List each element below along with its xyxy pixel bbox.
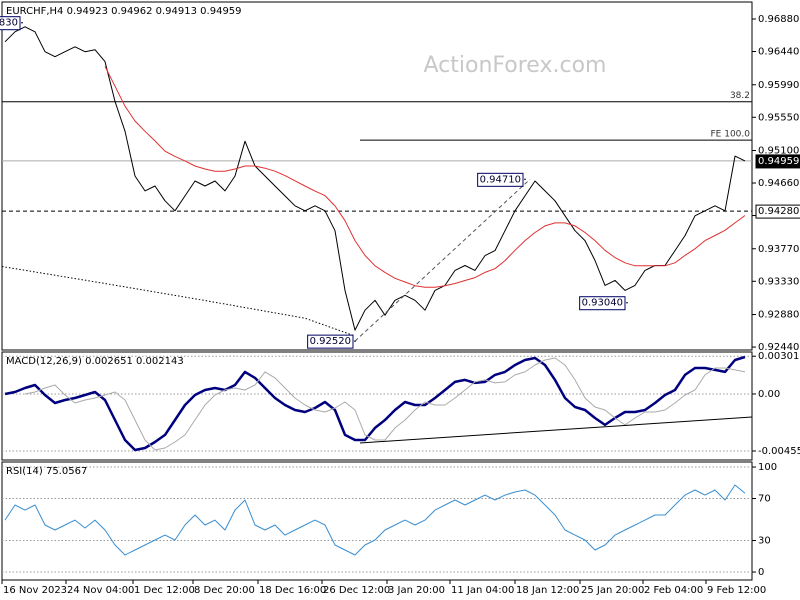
y-tick-label: 0.95550 (758, 112, 799, 123)
annotation-point (626, 301, 628, 304)
series-line (1, 266, 356, 337)
y-tick-label: 0.94660 (758, 178, 799, 189)
x-tick-label: 3 Jan 20:00 (388, 585, 445, 596)
x-tick-label: 16 Nov 2023 (3, 585, 67, 596)
y-tick-label: 30 (758, 536, 771, 547)
y-tick-label: 0.93770 (758, 244, 799, 255)
label-box (307, 334, 354, 349)
annotation-label: 0.92520 (310, 336, 351, 347)
y-tick-label: 0.003013 (758, 351, 800, 362)
y-tick-label: 0.93330 (758, 276, 799, 287)
y-tick-label: -0.00455 (758, 446, 800, 457)
label-box (579, 296, 626, 311)
series-line (24, 357, 746, 451)
annotation-point (21, 21, 23, 24)
pane-frame (1, 351, 753, 461)
pane-title: EURCHF,H4 0.94923 0.94962 0.94913 0.9495… (6, 6, 242, 17)
y-tick-label: 70 (758, 494, 771, 505)
level-label: 0.94280 (758, 206, 799, 217)
x-tick-label: 24 Nov 04:00 (67, 585, 134, 596)
series-line (4, 26, 746, 331)
series-line (4, 355, 746, 452)
label-box (477, 172, 524, 187)
series-line (4, 484, 746, 556)
annotation-point (354, 340, 356, 342)
x-tick-label: 18 Jan 12:00 (516, 585, 579, 596)
level-label: 38.2 (730, 91, 750, 101)
x-tick-label: 1 Dec 12:00 (134, 585, 195, 596)
level-label: FE 100.0 (711, 130, 751, 140)
x-tick-label: 26 Dec 12:00 (323, 585, 390, 596)
x-tick-label: 18 Dec 16:00 (259, 585, 326, 596)
x-tick-label: 2 Feb 04:00 (644, 585, 703, 596)
annotation-label: 0.94710 (480, 174, 521, 185)
level-label: 0.94959 (758, 156, 799, 167)
y-tick-label: 0.96440 (758, 47, 799, 58)
annotation-point (524, 178, 526, 181)
x-tick-label: 8 Dec 20:00 (194, 585, 255, 596)
annotation-label: 0.93040 (582, 298, 623, 309)
series-line (359, 416, 753, 444)
y-tick-label: 0 (758, 567, 764, 578)
pane-title: RSI(14) 75.0567 (6, 466, 87, 477)
y-tick-label: 0.95100 (758, 146, 799, 157)
y-tick-label: 0.95990 (758, 80, 799, 91)
y-tick-label: 0.96880 (758, 14, 799, 25)
label-box (755, 154, 800, 169)
pane-title: MACD(12,26,9) 0.002651 0.002143 (6, 356, 184, 367)
x-tick-label: 25 Jan 20:00 (581, 585, 644, 596)
annotation-label: 830 (0, 18, 18, 29)
label-box (0, 16, 21, 31)
watermark: ActionForex.com (424, 53, 607, 78)
y-tick-label: 0.92880 (758, 310, 799, 321)
pane-frame (1, 1, 753, 351)
x-tick-label: 11 Jan 04:00 (451, 585, 514, 596)
x-tick-label: 9 Feb 12:00 (707, 585, 766, 596)
series-line (104, 66, 746, 288)
series-line (354, 178, 531, 342)
pane-frame (1, 461, 753, 581)
y-tick-label: 0.92440 (758, 342, 799, 353)
y-tick-label: 0.00 (758, 389, 780, 400)
y-tick-label: 100 (758, 462, 777, 473)
label-box (755, 204, 800, 219)
